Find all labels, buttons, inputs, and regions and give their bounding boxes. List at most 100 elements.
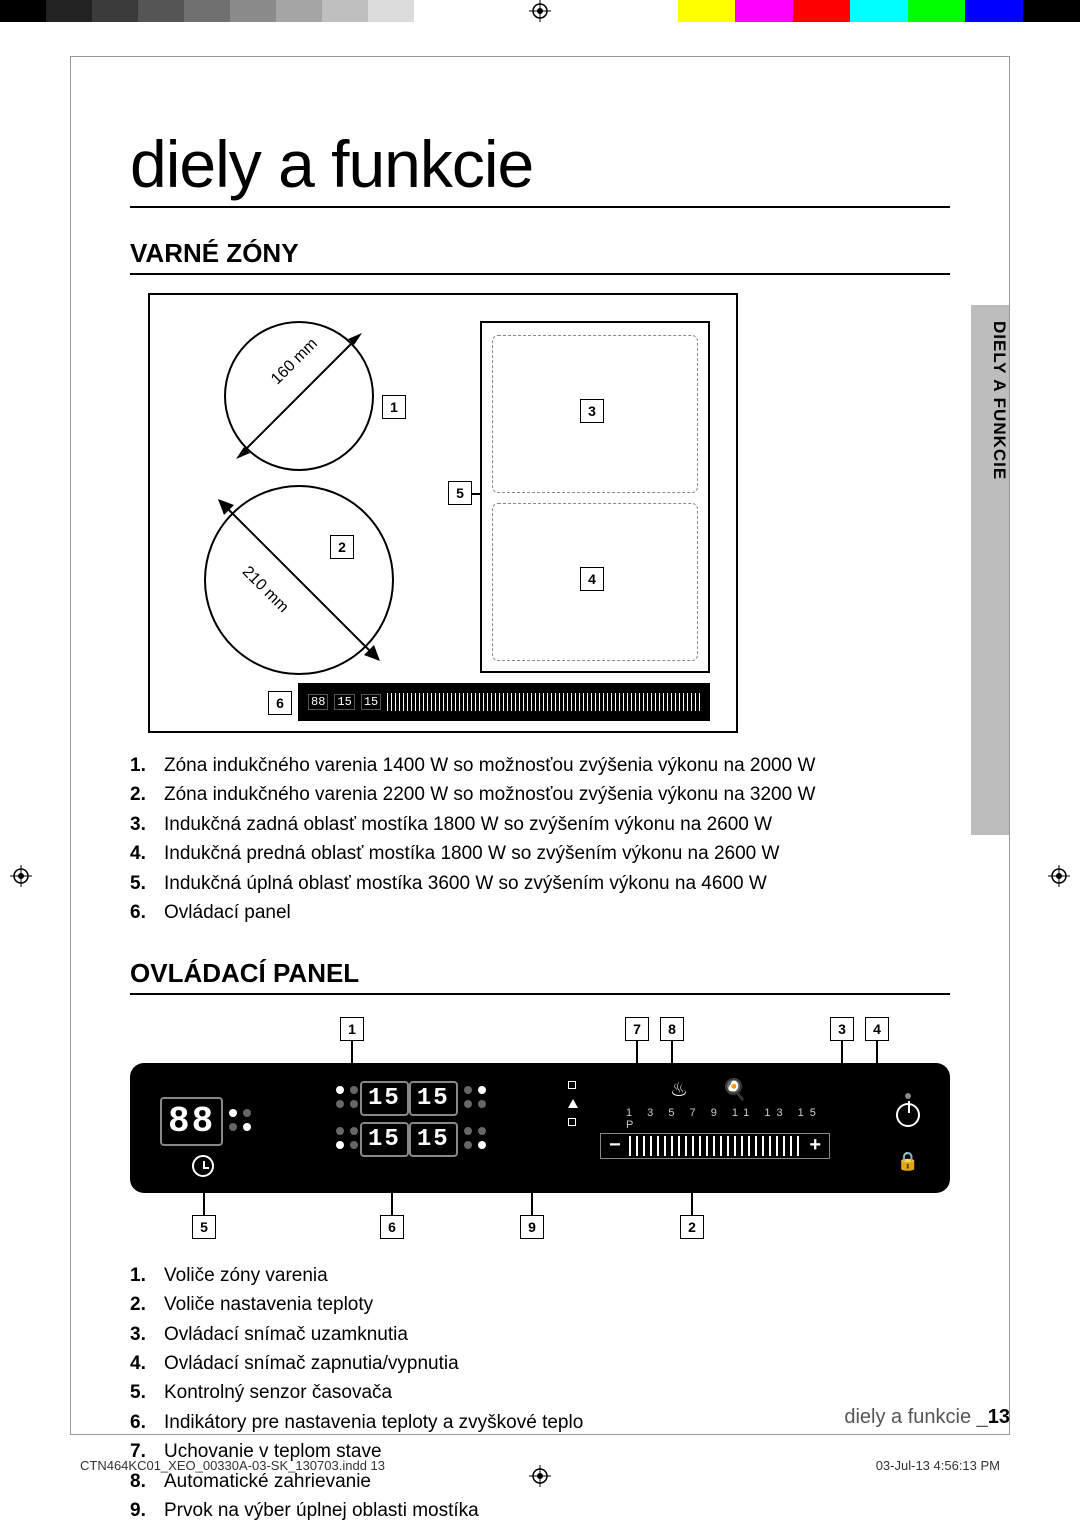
list-item: 1.Voliče zóny varenia xyxy=(130,1261,950,1290)
list-item-number: 2. xyxy=(130,780,164,809)
panel-callout: 5 xyxy=(192,1215,216,1239)
list-item-number: 6. xyxy=(130,898,164,927)
list-item-number: 3. xyxy=(130,1320,164,1349)
zone-dots-icon xyxy=(464,1127,488,1151)
list-item-number: 2. xyxy=(130,1290,164,1319)
list-item-text: Prvok na výber úplnej oblasti mostíka xyxy=(164,1496,479,1525)
control-panel: 88 15 15 15 15 xyxy=(130,1063,950,1193)
list-item-text: Voliče nastavenia teploty xyxy=(164,1290,373,1319)
list-item: 2.Voliče nastavenia teploty xyxy=(130,1290,950,1319)
list-item: 5.Indukčná úplná oblasť mostíka 3600 W s… xyxy=(130,869,950,898)
panel-callout: 4 xyxy=(865,1017,889,1041)
panel-callout: 6 xyxy=(380,1215,404,1239)
panel-callout: 9 xyxy=(520,1215,544,1239)
zones-list: 1.Zóna indukčného varenia 1400 W so možn… xyxy=(130,751,950,928)
list-item: 4.Indukčná predná oblasť mostíka 1800 W … xyxy=(130,839,950,868)
list-item: 9.Prvok na výber úplnej oblasti mostíka xyxy=(130,1496,950,1525)
callout-3: 3 xyxy=(580,399,604,423)
list-item-number: 3. xyxy=(130,810,164,839)
plus-icon: + xyxy=(809,1134,821,1157)
print-slugline: CTN464KC01_XEO_00330A-03-SK_130703.indd … xyxy=(80,1458,1000,1473)
registration-mark-top xyxy=(529,0,551,22)
heat-settings-display: 15 15 15 15 xyxy=(330,1081,488,1163)
cooktop-diagram: 160 mm 210 mm 88 15 15 1 2 3 4 5 6 xyxy=(148,293,738,733)
bridge-selector-icon xyxy=(568,1081,578,1126)
list-item: 3.Ovládací snímač uzamknutia xyxy=(130,1320,950,1349)
list-item-text: Indikátory pre nastavenia teploty a zvyš… xyxy=(164,1408,583,1437)
zone-dots-icon xyxy=(336,1086,360,1110)
list-item-number: 9. xyxy=(130,1496,164,1525)
panel-list: 1.Voliče zóny varenia2.Voliče nastavenia… xyxy=(130,1261,950,1526)
power-icon xyxy=(896,1103,920,1127)
list-item-text: Zóna indukčného varenia 1400 W so možnos… xyxy=(164,751,815,780)
list-item-number: 5. xyxy=(130,869,164,898)
list-item: 5.Kontrolný senzor časovača xyxy=(130,1378,950,1407)
panel-heading: OVLÁDACÍ PANEL xyxy=(130,958,950,995)
power-lock-group: 🔒 xyxy=(896,1089,920,1172)
callout-1: 1 xyxy=(382,395,406,419)
zone-dots-icon xyxy=(464,1086,488,1110)
list-item: 6.Ovládací panel xyxy=(130,898,950,927)
callout-6: 6 xyxy=(268,691,292,715)
list-item-number: 4. xyxy=(130,839,164,868)
keep-warm-icon: ♨ xyxy=(670,1077,688,1102)
lock-icon: 🔒 xyxy=(896,1151,920,1172)
footer-page-number: 13 xyxy=(988,1406,1010,1428)
zones-heading: VARNÉ ZÓNY xyxy=(130,238,950,275)
panel-callout: 2 xyxy=(680,1215,704,1239)
zone-2-dim-arrow xyxy=(204,485,394,675)
timer-display: 88 xyxy=(160,1097,253,1146)
list-item-number: 1. xyxy=(130,751,164,780)
clock-icon xyxy=(192,1155,214,1177)
control-panel-figure: 1 7 8 3 4 88 15 15 xyxy=(130,1013,950,1243)
heat-value: 15 xyxy=(409,1081,458,1116)
registration-mark-right xyxy=(1048,865,1070,887)
list-item: 1.Zóna indukčného varenia 1400 W so možn… xyxy=(130,751,950,780)
list-item-number: 5. xyxy=(130,1378,164,1407)
list-item-text: Kontrolný senzor časovača xyxy=(164,1378,392,1407)
slider-ticks-icon xyxy=(629,1136,802,1156)
mini-seg: 15 xyxy=(334,694,354,710)
list-item-text: Ovládací panel xyxy=(164,898,291,927)
page-footer: diely a funkcie _13 xyxy=(844,1406,1010,1429)
cooktop-panel-strip: 88 15 15 xyxy=(298,683,710,721)
list-item-text: Indukčná predná oblasť mostíka 1800 W so… xyxy=(164,839,779,868)
registration-mark-left xyxy=(10,865,32,887)
list-item: 2.Zóna indukčného varenia 2200 W so možn… xyxy=(130,780,950,809)
heat-value: 15 xyxy=(409,1122,458,1157)
panel-callout: 1 xyxy=(340,1017,364,1041)
mini-slider-icon xyxy=(387,693,700,711)
slider-scale-labels: 1 3 5 7 9 11 13 15 P xyxy=(626,1107,830,1131)
list-item-number: 1. xyxy=(130,1261,164,1290)
list-item-text: Ovládací snímač zapnutia/vypnutia xyxy=(164,1349,459,1378)
panel-callout: 8 xyxy=(660,1017,684,1041)
panel-callout: 3 xyxy=(830,1017,854,1041)
list-item-text: Zóna indukčného varenia 2200 W so možnos… xyxy=(164,780,815,809)
auto-heat-icon: 🍳 xyxy=(722,1077,747,1102)
zone-dots-icon xyxy=(336,1127,360,1151)
heat-value: 15 xyxy=(360,1081,409,1116)
page-title: diely a funkcie xyxy=(130,126,950,208)
slug-date: 03-Jul-13 4:56:13 PM xyxy=(876,1458,1000,1473)
list-item-text: Voliče zóny varenia xyxy=(164,1261,328,1290)
mini-seg: 15 xyxy=(361,694,381,710)
slug-file: CTN464KC01_XEO_00330A-03-SK_130703.indd … xyxy=(80,1458,385,1473)
list-item-number: 4. xyxy=(130,1349,164,1378)
callout-5: 5 xyxy=(448,481,472,505)
zone-dots-icon xyxy=(229,1109,253,1133)
list-item-text: Indukčná úplná oblasť mostíka 3600 W so … xyxy=(164,869,767,898)
mode-icons: ♨ 🍳 xyxy=(670,1077,747,1102)
mini-seg: 88 xyxy=(308,694,328,710)
list-item: 4.Ovládací snímač zapnutia/vypnutia xyxy=(130,1349,950,1378)
callout-2: 2 xyxy=(330,535,354,559)
footer-section: diely a funkcie _ xyxy=(844,1406,987,1428)
list-item-text: Ovládací snímač uzamknutia xyxy=(164,1320,408,1349)
timer-value: 88 xyxy=(160,1097,223,1146)
list-item-number: 6. xyxy=(130,1408,164,1437)
list-item: 6.Indikátory pre nastavenia teploty a zv… xyxy=(130,1408,950,1437)
heat-value: 15 xyxy=(360,1122,409,1157)
list-item: 3.Indukčná zadná oblasť mostíka 1800 W s… xyxy=(130,810,950,839)
panel-callout: 7 xyxy=(625,1017,649,1041)
temperature-slider: 1 3 5 7 9 11 13 15 P − + xyxy=(600,1107,830,1159)
callout-4: 4 xyxy=(580,567,604,591)
